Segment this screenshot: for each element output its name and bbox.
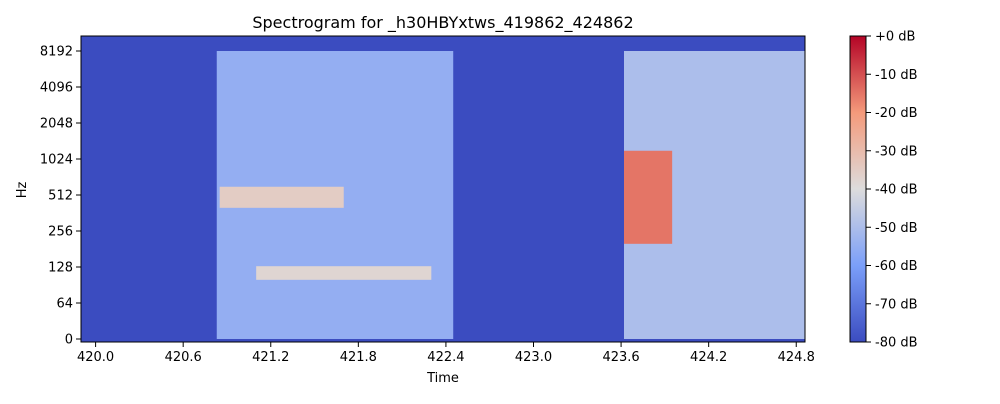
x-tick-label: 423.0: [515, 350, 552, 365]
y-tick-label: 1024: [40, 153, 73, 168]
y-tick-label: 2048: [40, 117, 73, 132]
colorbar: [849, 35, 867, 343]
plot-frame: [80, 35, 806, 343]
heatmap-region: [624, 150, 673, 244]
x-tick-label: 421.8: [340, 350, 377, 365]
y-tick-label: 256: [48, 225, 73, 240]
y-tick-label: 4096: [40, 81, 73, 96]
colorbar-tick-label: -10 dB: [875, 68, 918, 83]
colorbar-tick-label: -80 dB: [875, 336, 918, 351]
y-axis-label: Hz: [15, 182, 30, 199]
colorbar-tick-label: -60 dB: [875, 259, 918, 274]
y-tick-label: 8192: [40, 45, 73, 60]
x-tick-label: 421.2: [252, 350, 289, 365]
x-axis: 420.0 420.6 421.2 421.8 422.4 423.0 423.6 424.2…: [77, 342, 815, 365]
y-tick-label: 512: [48, 189, 73, 204]
x-tick-label: 423.6: [602, 350, 639, 365]
colorbar-tick-label: -40 dB: [875, 183, 918, 198]
x-tick-label: 424.8: [778, 350, 815, 365]
x-tick-label: 424.2: [690, 350, 727, 365]
colorbar-tick-label: -50 dB: [875, 221, 918, 236]
spectrogram-heatmap: [81, 36, 805, 342]
colorbar-axis: +0 dB -10 dB -20 dB -30 dB -40 dB -50 dB -60 d…: [866, 30, 918, 351]
x-axis-label: Time: [426, 371, 459, 386]
y-tick-label: 64: [56, 297, 73, 312]
heatmap-region: [256, 266, 432, 280]
heatmap-region: [219, 186, 344, 208]
colorbar-tick-label: -30 dB: [875, 144, 918, 159]
colorbar-tick-label: +0 dB: [875, 30, 915, 45]
x-tick-label: 420.6: [165, 350, 202, 365]
chart-title: Spectrogram for _h30HBYxtws_419862_42486…: [252, 13, 633, 33]
y-tick-label: 128: [48, 261, 73, 276]
x-tick-label: 422.4: [427, 350, 464, 365]
x-tick-label: 420.0: [77, 350, 114, 365]
colorbar-tick-label: -20 dB: [875, 106, 918, 121]
y-axis: 0 64 128 256 512 1024 2048 4096 8192: [40, 45, 81, 348]
colorbar-tick-label: -70 dB: [875, 297, 918, 312]
y-tick-label: 0: [65, 333, 73, 348]
